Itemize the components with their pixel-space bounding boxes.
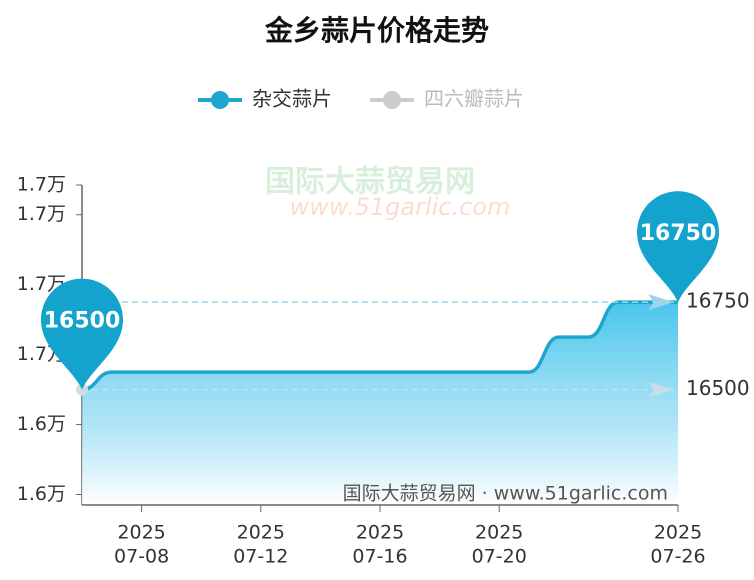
legend-label: 四六瓣蒜片	[424, 87, 524, 111]
area	[82, 302, 678, 505]
mark-pin-label: 16500	[44, 309, 121, 334]
legend-dot	[211, 91, 229, 109]
mark-arrow	[648, 381, 674, 398]
x-tick-label: 07-12	[233, 546, 288, 568]
x-tick-label: 07-26	[650, 546, 705, 568]
y-tick-label: 1.6万	[17, 413, 66, 435]
y-tick-label: 1.7万	[17, 174, 66, 196]
mark-line-label: 16500	[686, 376, 750, 400]
chart-title: 金乡蒜片价格走势	[264, 14, 489, 47]
x-tick-label: 2025	[654, 522, 702, 544]
x-tick-label: 07-08	[114, 546, 169, 568]
mark-pin	[41, 278, 123, 390]
x-tick-label: 2025	[237, 522, 285, 544]
y-tick-label: 1.6万	[17, 483, 66, 505]
x-tick-label: 2025	[356, 522, 404, 544]
legend-dot	[383, 91, 401, 109]
x-tick-label: 07-20	[472, 546, 527, 568]
watermark-footer: 国际大蒜贸易网 · www.51garlic.com	[343, 483, 668, 505]
plot-area: 1.6万1.6万1.7万1.7万1.7万1.7万202507-08202507-…	[17, 174, 750, 568]
y-tick-label: 1.7万	[17, 273, 66, 295]
x-tick-label: 2025	[117, 522, 165, 544]
x-tick-label: 07-16	[352, 546, 407, 568]
y-tick-label: 1.7万	[17, 203, 66, 225]
mark-line-label: 16750	[686, 289, 750, 313]
x-tick-label: 2025	[475, 522, 523, 544]
mark-pin	[637, 191, 719, 303]
line	[81, 300, 678, 392]
legend-label: 杂交蒜片	[252, 87, 332, 111]
watermark-url: www.51garlic.com	[290, 193, 511, 221]
mark-arrow	[648, 294, 674, 311]
watermark-name: 国际大蒜贸易网	[265, 165, 475, 200]
mark-pin-label: 16750	[640, 221, 717, 246]
